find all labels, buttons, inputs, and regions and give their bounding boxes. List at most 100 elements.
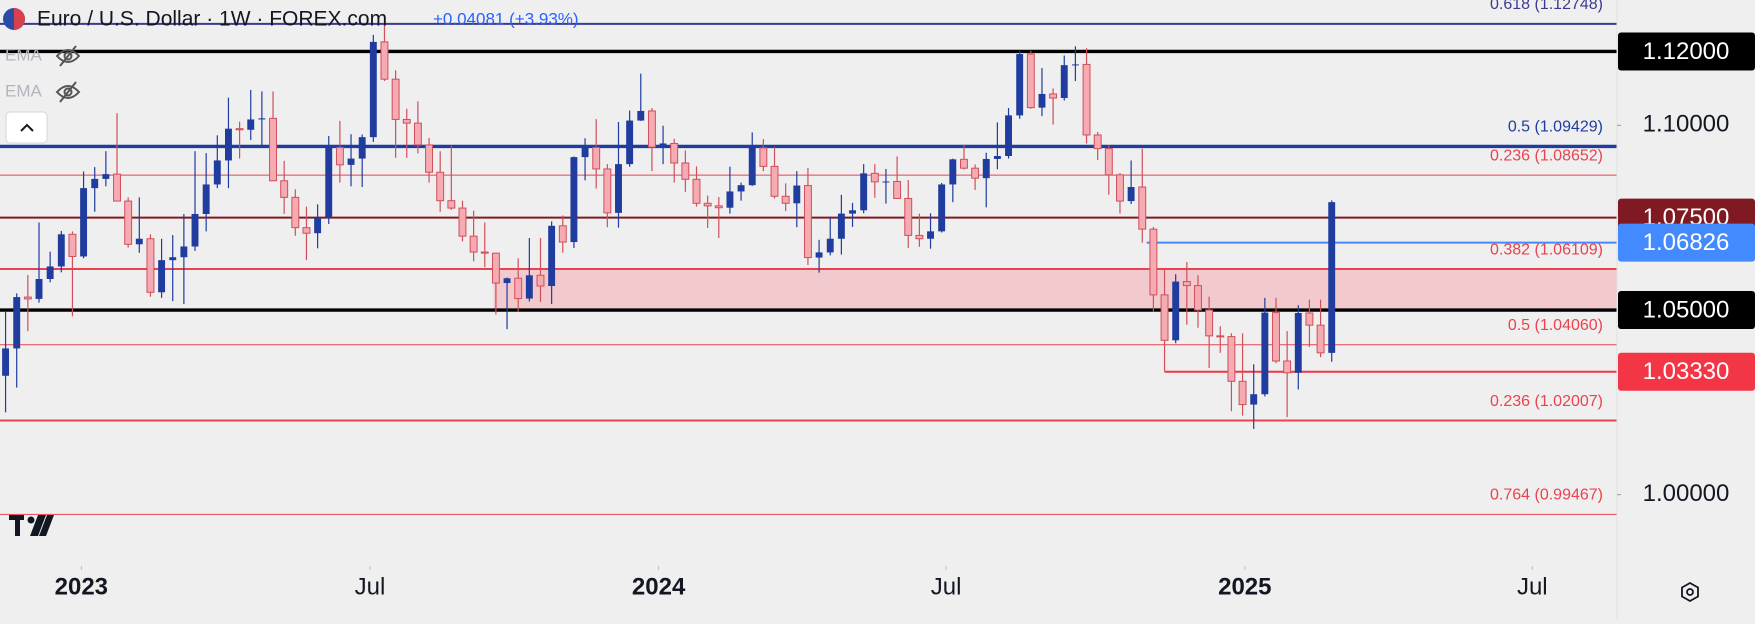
candle-body: [603, 168, 612, 214]
candle-body: [793, 185, 801, 204]
candle-body: [904, 197, 913, 236]
candle-body: [224, 128, 232, 161]
candle-body: [335, 147, 344, 166]
collapse-button[interactable]: [5, 111, 48, 144]
y-tick-label: 1.00000: [1643, 480, 1730, 507]
level-badge: [1618, 291, 1755, 330]
candle-body: [1116, 174, 1124, 202]
fib-label: 0.764 (0.99467): [1490, 487, 1603, 504]
candle-body: [971, 167, 980, 179]
settings-icon[interactable]: [1681, 581, 1699, 603]
candle-body: [1016, 54, 1024, 116]
candle-body: [1250, 394, 1258, 405]
candle-body: [826, 238, 834, 253]
candle-body: [592, 147, 601, 170]
candle-body: [402, 118, 411, 124]
candle-body: [413, 122, 422, 146]
candle-body: [480, 251, 489, 254]
symbol-header: Euro / U.S. Dollar · 1W · FOREX.com +0.0…: [3, 8, 579, 144]
candle-body: [1172, 281, 1180, 341]
fib-label: 0.382 (1.06109): [1490, 241, 1603, 258]
candle-body: [491, 252, 500, 284]
support-zone: [493, 269, 1617, 311]
candle-body: [269, 117, 277, 182]
symbol-title: Euro / U.S. Dollar · 1W · FOREX.com: [37, 8, 387, 31]
candle-body: [102, 174, 110, 179]
candle-body: [1127, 187, 1135, 202]
level-badge-label: 1.03330: [1643, 358, 1730, 385]
candle-body: [280, 180, 289, 198]
candle-body: [570, 157, 578, 243]
candle-body: [659, 143, 667, 148]
plot-area: [0, 22, 1617, 515]
candle-body: [1060, 65, 1068, 99]
candle-body: [647, 110, 656, 148]
candle-body: [737, 185, 745, 192]
level-badge-label: 1.05000: [1643, 296, 1730, 323]
candle-body: [1272, 312, 1280, 362]
candle-body: [1149, 228, 1158, 296]
candle-body: [882, 181, 890, 183]
hidden-eye-icon[interactable]: [55, 45, 81, 67]
hidden-eye-icon[interactable]: [55, 81, 81, 103]
x-tick-label: Jul: [355, 573, 386, 600]
candle-body: [860, 173, 868, 211]
candle-body: [158, 260, 166, 293]
candle-body: [1093, 134, 1102, 150]
candle-body: [358, 137, 366, 159]
candle-body: [1283, 360, 1292, 374]
candle-body: [781, 195, 790, 204]
candle-body: [748, 147, 756, 186]
candle-body: [13, 297, 21, 349]
candle-body: [57, 234, 65, 267]
candle-body: [302, 227, 311, 234]
candle-body: [1261, 312, 1269, 395]
price-change: +0.04081 (+3.93%): [433, 9, 579, 28]
candle-body: [258, 118, 266, 120]
candle-body: [436, 171, 445, 202]
candle-body: [615, 164, 622, 213]
candle-body: [169, 257, 177, 261]
candle-body: [949, 159, 957, 185]
candle-body: [91, 178, 99, 189]
candle-body: [1049, 93, 1058, 99]
candle-body: [558, 225, 567, 243]
x-tick-label: Jul: [931, 573, 962, 600]
level-badge: [1618, 223, 1755, 262]
fib-label: 0.236 (1.08652): [1490, 147, 1603, 164]
candle-body: [938, 184, 946, 232]
candle-body: [247, 119, 255, 130]
candle-body: [124, 200, 133, 245]
candle-body: [146, 238, 155, 293]
candle-body: [369, 41, 377, 138]
candle-body: [1205, 309, 1214, 337]
candle-body: [1316, 324, 1325, 354]
candle-body: [714, 205, 723, 209]
fib-label: 0.5 (1.04060): [1508, 317, 1603, 334]
candle-body: [380, 41, 389, 80]
candle-body: [1160, 294, 1169, 341]
candle-body: [927, 231, 934, 239]
candle-body: [202, 184, 210, 214]
candle-body: [1294, 312, 1302, 373]
collapse-arrow: [20, 123, 34, 132]
candle-body: [837, 213, 845, 239]
candle-body: [803, 185, 812, 259]
candle-body: [180, 246, 188, 258]
x-tick-label: 2023: [55, 573, 108, 600]
candle-body: [993, 156, 1001, 159]
candle-body: [23, 296, 32, 300]
level-badge: [1618, 352, 1755, 391]
tradingview-logo: [9, 515, 54, 536]
candle-body: [536, 274, 545, 287]
candle-body: [1328, 202, 1336, 353]
flag-icon-half: [14, 8, 25, 30]
x-tick-label: 2025: [1218, 573, 1271, 600]
candle-body: [1082, 63, 1091, 136]
indicator-label: EMA: [5, 81, 43, 100]
x-tick-label: Jul: [1517, 573, 1548, 600]
candle-body: [113, 173, 121, 202]
candle-body: [1071, 64, 1079, 66]
